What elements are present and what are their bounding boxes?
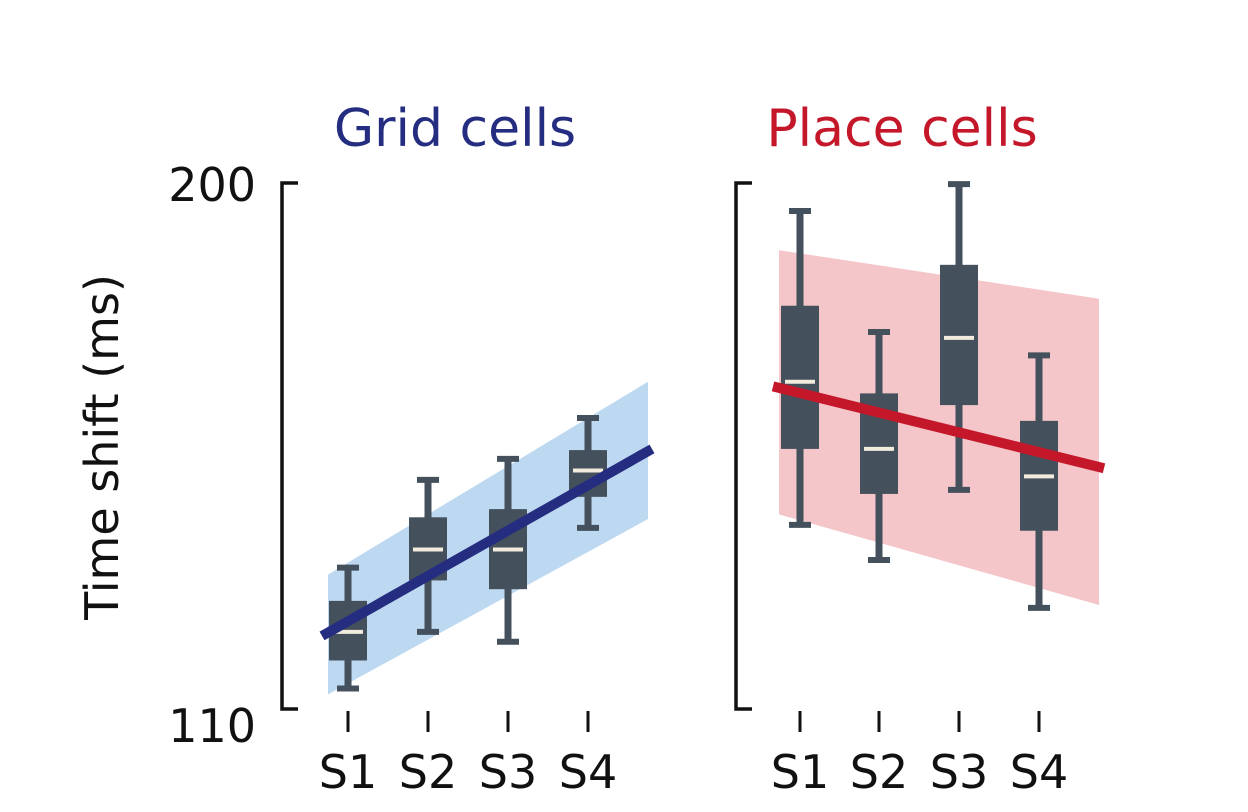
y-tick-label-min: 110 — [168, 699, 256, 753]
y-axis-bracket — [734, 181, 752, 711]
x-tick-label: S4 — [559, 745, 617, 799]
x-tick-label: S2 — [850, 745, 908, 799]
x-tick-label: S1 — [771, 745, 829, 799]
box-S3 — [940, 181, 978, 493]
x-tick-label: S4 — [1010, 745, 1068, 799]
x-tick-label: S3 — [930, 745, 988, 799]
place-cells-title: Place cells — [766, 99, 1037, 159]
grid-cells-panel: Grid cells 200 110 S1 S2 S3 S4 — [168, 99, 655, 799]
box-S1 — [781, 208, 819, 528]
grid-cells-title: Grid cells — [334, 99, 576, 159]
box-body — [940, 264, 978, 406]
x-tick-label: S3 — [479, 745, 537, 799]
trend-line — [319, 444, 655, 641]
box-S4 — [1020, 352, 1058, 611]
x-tick-label: S2 — [399, 745, 457, 799]
x-tick-label: S1 — [319, 745, 377, 799]
y-tick-label-max: 200 — [168, 158, 256, 212]
trend-line — [771, 381, 1106, 474]
y-axis-label: Time shift (ms) — [75, 274, 129, 621]
box-body — [781, 305, 819, 449]
place-cells-panel: Place cells S1 S2 S3 S4 — [734, 99, 1106, 799]
y-axis-bracket — [280, 181, 298, 711]
